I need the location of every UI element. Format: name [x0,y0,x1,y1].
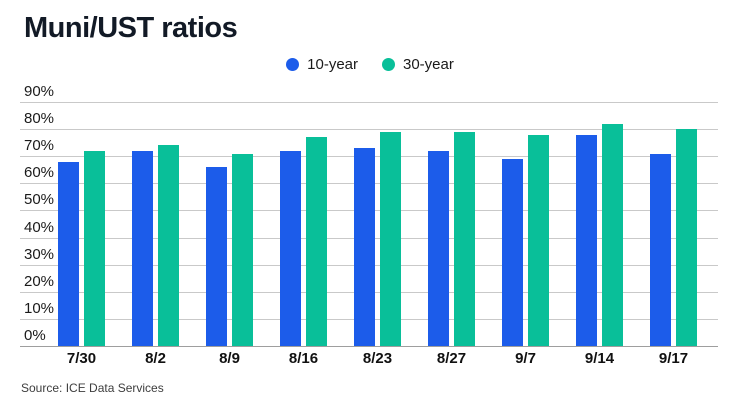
legend-item-10-year: 10-year [286,56,358,73]
x-axis-label-8-23: 8/23 [362,350,393,367]
bar-30-year-8-23 [380,131,401,346]
x-axis-label-8-9: 8/9 [219,350,240,367]
y-axis-label: 60% [24,164,55,182]
bar-30-year-9-14 [602,123,623,346]
source-note: Source: ICE Data Services [21,381,164,395]
gridline [20,129,718,131]
x-axis-label-9-14: 9/14 [584,350,615,367]
x-axis-label-9-17: 9/17 [658,350,689,367]
legend-label: 10-year [307,56,358,73]
legend-item-30-year: 30-year [382,56,454,73]
legend-dot-10-year [286,58,300,71]
x-axis-line [20,346,718,347]
y-axis-label: 10% [24,299,55,317]
x-axis-label-9-7: 9/7 [515,350,536,367]
x-axis-label-8-27: 8/27 [436,350,467,367]
bar-10-year-8-9 [206,167,227,346]
bar-30-year-8-27 [454,131,475,346]
x-axis-label-8-2: 8/2 [145,350,166,367]
bar-30-year-9-17 [676,129,697,346]
legend: 10-year 30-year [0,56,740,73]
y-axis-label: 50% [24,191,55,209]
bar-10-year-8-23 [354,148,375,346]
bar-30-year-8-9 [232,153,253,346]
y-axis-label: 40% [24,218,55,236]
legend-dot-30-year [382,58,395,71]
bar-10-year-7-30 [58,161,79,346]
bar-10-year-8-27 [428,150,449,346]
y-axis-label: 80% [24,110,55,128]
gridline [20,102,718,103]
x-axis-label-7-30: 7/30 [66,350,97,367]
bar-10-year-8-2 [132,150,153,346]
bar-10-year-9-7 [502,158,523,346]
bar-10-year-9-17 [650,153,671,346]
y-axis-label: 0% [24,327,46,344]
y-axis-label: 90% [24,83,55,100]
y-axis-label: 20% [24,272,55,290]
bar-30-year-8-2 [158,145,179,346]
y-axis-label: 30% [24,245,55,263]
bar-30-year-7-30 [84,150,105,346]
bar-10-year-9-14 [576,134,597,346]
bar-10-year-8-16 [280,150,301,346]
bar-30-year-9-7 [528,134,549,346]
legend-label: 30-year [403,56,454,73]
y-axis-label: 70% [24,137,55,155]
bar-30-year-8-16 [306,137,327,346]
x-axis-label-8-16: 8/16 [288,350,319,367]
chart-title: Muni/UST ratios [24,12,238,44]
